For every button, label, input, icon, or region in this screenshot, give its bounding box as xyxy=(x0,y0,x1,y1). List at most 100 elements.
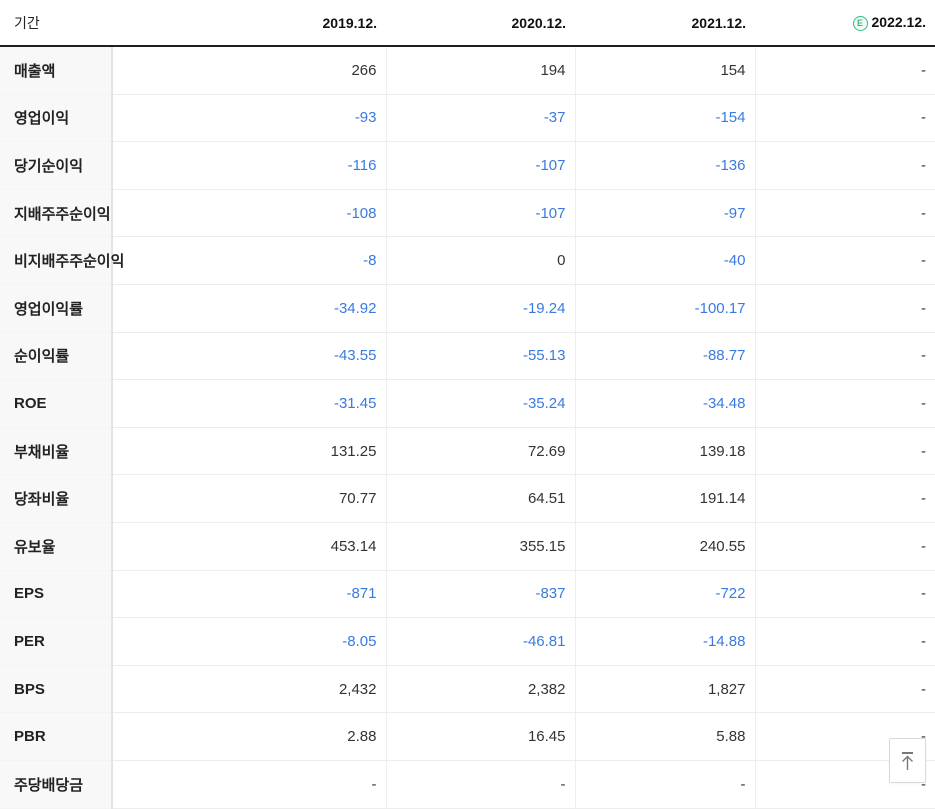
row-label: 순이익률 xyxy=(0,332,113,381)
cell-value: 5.88 xyxy=(574,712,755,761)
cell-value: -37 xyxy=(385,94,575,143)
cell-value: 194 xyxy=(385,46,575,95)
cell-value: -31.45 xyxy=(112,379,386,428)
row-label: 영업이익률 xyxy=(0,284,113,333)
cell-value: - xyxy=(754,522,935,571)
cell-value: -8.05 xyxy=(112,617,386,666)
period-header: 기간 xyxy=(0,0,112,47)
row-label: 주당배당금 xyxy=(0,760,113,809)
row-label: 비지배주주순이익 xyxy=(0,236,124,285)
cell-value: - xyxy=(754,189,935,238)
row-label: 지배주주순이익 xyxy=(0,189,113,238)
column-header: E 2022.12. xyxy=(755,0,935,47)
cell-value: -35.24 xyxy=(385,379,575,428)
cell-value: 355.15 xyxy=(385,522,575,571)
table-row: 영업이익 -93 -37 -154- xyxy=(0,94,935,143)
cell-value: - xyxy=(754,427,935,476)
cell-value: - xyxy=(754,332,935,381)
table-row: 부채비율 131.25 72.69 139.18- xyxy=(0,427,935,476)
cell-value: 2,382 xyxy=(385,665,575,714)
table-row: 당좌비율 70.77 64.51 191.14- xyxy=(0,474,935,523)
table-row: PBR 2.88 16.45 5.88- xyxy=(0,712,935,761)
row-label: 당기순이익 xyxy=(0,141,113,190)
cell-value: -88.77 xyxy=(574,332,755,381)
scroll-to-top-button[interactable] xyxy=(889,738,926,783)
cell-value: -14.88 xyxy=(574,617,755,666)
cell-value: -55.13 xyxy=(385,332,575,381)
table-row: ROE -31.45 -35.24 -34.48- xyxy=(0,379,935,428)
cell-value: 139.18 xyxy=(574,427,755,476)
cell-value: -34.48 xyxy=(574,379,755,428)
table-row: 순이익률 -43.55 -55.13 -88.77- xyxy=(0,332,935,381)
cell-value: -871 xyxy=(112,570,386,619)
table-row: 지배주주순이익 -108 -107 -97- xyxy=(0,189,935,238)
cell-value: 266 xyxy=(112,46,386,95)
arrow-up-to-top-icon xyxy=(902,751,913,770)
cell-value: 154 xyxy=(574,46,755,95)
cell-value: - xyxy=(754,379,935,428)
table-row: PER -8.05 -46.81 -14.88- xyxy=(0,617,935,666)
cell-value: 191.14 xyxy=(574,474,755,523)
cell-value: -97 xyxy=(574,189,755,238)
table-row: 비지배주주순이익 -8 0 -40- xyxy=(0,236,935,285)
cell-value: -43.55 xyxy=(112,332,386,381)
estimate-icon: E xyxy=(852,15,868,31)
column-header: 2020.12. xyxy=(386,0,575,47)
row-label: PER xyxy=(0,617,113,666)
cell-value: 2.88 xyxy=(112,712,386,761)
table-row: 당기순이익 -116 -107 -136- xyxy=(0,141,935,190)
cell-value: -837 xyxy=(385,570,575,619)
cell-value: -19.24 xyxy=(385,284,575,333)
cell-value: -107 xyxy=(385,189,575,238)
cell-value: 131.25 xyxy=(112,427,386,476)
cell-value: -107 xyxy=(385,141,575,190)
cell-value: -93 xyxy=(112,94,386,143)
cell-value: -40 xyxy=(574,236,755,285)
table-row: 영업이익률 -34.92 -19.24 -100.17- xyxy=(0,284,935,333)
cell-value: 453.14 xyxy=(112,522,386,571)
cell-value: 16.45 xyxy=(385,712,575,761)
header-row: 기간 2019.12. 2020.12. 2021.12. E 2022.12. xyxy=(0,0,935,47)
cell-value: -100.17 xyxy=(574,284,755,333)
cell-value: -116 xyxy=(112,141,386,190)
cell-value: -154 xyxy=(574,94,755,143)
cell-value: - xyxy=(112,760,386,809)
cell-value: 70.77 xyxy=(112,474,386,523)
cell-value: -136 xyxy=(574,141,755,190)
cell-value: - xyxy=(574,760,755,809)
cell-value: 0 xyxy=(385,236,575,285)
table-row: 매출액 266 194 154- xyxy=(0,46,935,95)
table-row: 주당배당금 - - - - xyxy=(0,760,935,809)
cell-value: -108 xyxy=(112,189,386,238)
table-row: EPS -871 -837 -722- xyxy=(0,570,935,619)
cell-value: - xyxy=(754,284,935,333)
cell-value: 2,432 xyxy=(112,665,386,714)
cell-value: -46.81 xyxy=(385,617,575,666)
row-label: 영업이익 xyxy=(0,94,113,143)
table-row: 유보율 453.14 355.15 240.55- xyxy=(0,522,935,571)
row-label: 유보율 xyxy=(0,522,113,571)
row-label: 당좌비율 xyxy=(0,474,113,523)
cell-value: -8 xyxy=(112,236,386,285)
cell-value: - xyxy=(754,141,935,190)
row-label: BPS xyxy=(0,665,113,714)
cell-value: - xyxy=(754,46,935,95)
column-header: 2021.12. xyxy=(575,0,755,47)
cell-value: - xyxy=(754,474,935,523)
column-header: 2019.12. xyxy=(112,0,386,47)
cell-value: - xyxy=(385,760,575,809)
table-row: BPS 2,432 2,382 1,827- xyxy=(0,665,935,714)
cell-value: - xyxy=(754,94,935,143)
cell-value: - xyxy=(754,570,935,619)
row-label: EPS xyxy=(0,570,113,619)
cell-value: 64.51 xyxy=(385,474,575,523)
cell-value: - xyxy=(754,236,935,285)
cell-value: 240.55 xyxy=(574,522,755,571)
cell-value: - xyxy=(754,617,935,666)
cell-value: -34.92 xyxy=(112,284,386,333)
cell-value: 72.69 xyxy=(385,427,575,476)
row-label: 매출액 xyxy=(0,46,113,95)
cell-value: -722 xyxy=(574,570,755,619)
